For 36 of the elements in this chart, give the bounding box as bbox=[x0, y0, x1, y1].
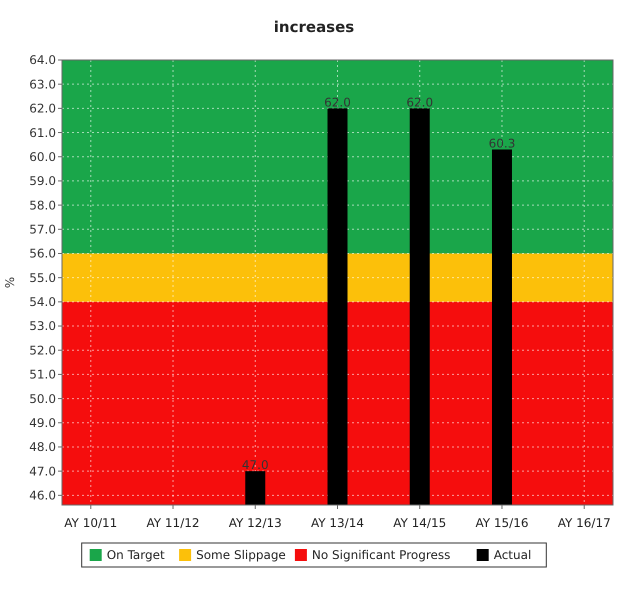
x-tick-label: AY 11/12 bbox=[146, 516, 200, 530]
data-label: 62.0 bbox=[324, 95, 351, 110]
y-tick-label: 57.0 bbox=[29, 222, 56, 236]
y-tick-label: 48.0 bbox=[29, 440, 56, 454]
y-tick-label: 60.0 bbox=[29, 150, 56, 164]
x-tick-label: AY 10/11 bbox=[64, 516, 118, 530]
y-tick-label: 62.0 bbox=[29, 102, 56, 116]
chart-title: increases bbox=[274, 18, 354, 36]
y-tick-label: 55.0 bbox=[29, 270, 56, 285]
y-tick-label: 56.0 bbox=[29, 246, 56, 261]
y-tick-label: 63.0 bbox=[29, 77, 56, 92]
y-tick-label: 49.0 bbox=[29, 416, 56, 430]
data-label: 47.0 bbox=[242, 458, 269, 472]
x-tick-label: AY 15/16 bbox=[475, 516, 528, 530]
x-tick-label: AY 14/15 bbox=[393, 516, 446, 530]
y-tick-label: 50.0 bbox=[29, 392, 56, 406]
y-tick-label: 47.0 bbox=[29, 464, 56, 478]
y-axis-title: % bbox=[3, 276, 17, 288]
y-tick-label: 52.0 bbox=[29, 343, 56, 358]
y-tick-label: 59.0 bbox=[29, 174, 56, 188]
y-tick-label: 53.0 bbox=[29, 319, 56, 334]
legend-label: No Significant Progress bbox=[312, 548, 450, 562]
y-tick-label: 61.0 bbox=[29, 126, 56, 140]
y-tick-label: 54.0 bbox=[29, 295, 56, 310]
data-label: 60.3 bbox=[488, 136, 516, 150]
legend-label: On Target bbox=[106, 548, 165, 562]
y-tick-label: 64.0 bbox=[29, 53, 56, 68]
legend-label: Actual bbox=[494, 548, 532, 562]
y-tick-label: 51.0 bbox=[29, 368, 56, 382]
x-tick-label: AY 12/13 bbox=[228, 516, 282, 530]
legend-label: Some Slippage bbox=[196, 548, 286, 562]
x-tick-label: AY 16/17 bbox=[558, 516, 611, 530]
y-tick-label: 58.0 bbox=[29, 198, 56, 212]
data-label: 62.0 bbox=[406, 95, 434, 110]
x-tick-label: AY 13/14 bbox=[310, 516, 364, 530]
y-tick-label: 46.0 bbox=[29, 488, 56, 503]
